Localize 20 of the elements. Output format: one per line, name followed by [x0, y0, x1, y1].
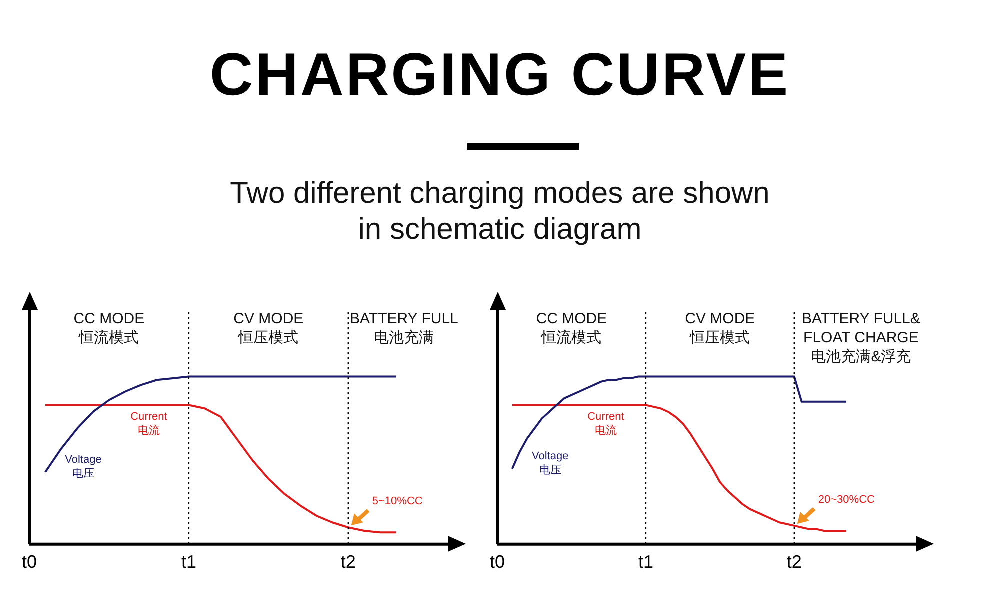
text: CV MODE 恒压模式: [685, 310, 756, 347]
series-label: Current 电流: [130, 410, 168, 437]
x-tick-label: t1: [638, 552, 654, 572]
text: BATTERY FULL 电池充满: [350, 310, 458, 347]
text: BATTERY FULL& FLOAT CHARGE 电池充满&浮充: [802, 310, 920, 366]
x-tick-label: t0: [490, 552, 506, 572]
x-tick-label: t2: [340, 552, 356, 572]
x-tick-label: t2: [786, 552, 802, 572]
series-label: Current 电流: [588, 410, 624, 437]
chart-title: CHARGING CURVE: [208, 40, 792, 109]
series-label: Voltage 电压: [532, 450, 569, 477]
annotation: 5~10%CC: [372, 496, 423, 508]
chart-subtitle: Two different charging modes are shown in schematic diagram: [229, 176, 771, 248]
series-label: Voltage 电压: [65, 454, 102, 480]
x-tick-label: t0: [22, 552, 38, 572]
annotation: 20~30%CC: [818, 494, 876, 506]
x-tick-label: t1: [181, 552, 196, 572]
text: CV MODE 恒压模式: [234, 310, 304, 347]
text: CC MODE 恒流模式: [74, 310, 145, 347]
text: CC MODE 恒流模式: [536, 310, 608, 347]
